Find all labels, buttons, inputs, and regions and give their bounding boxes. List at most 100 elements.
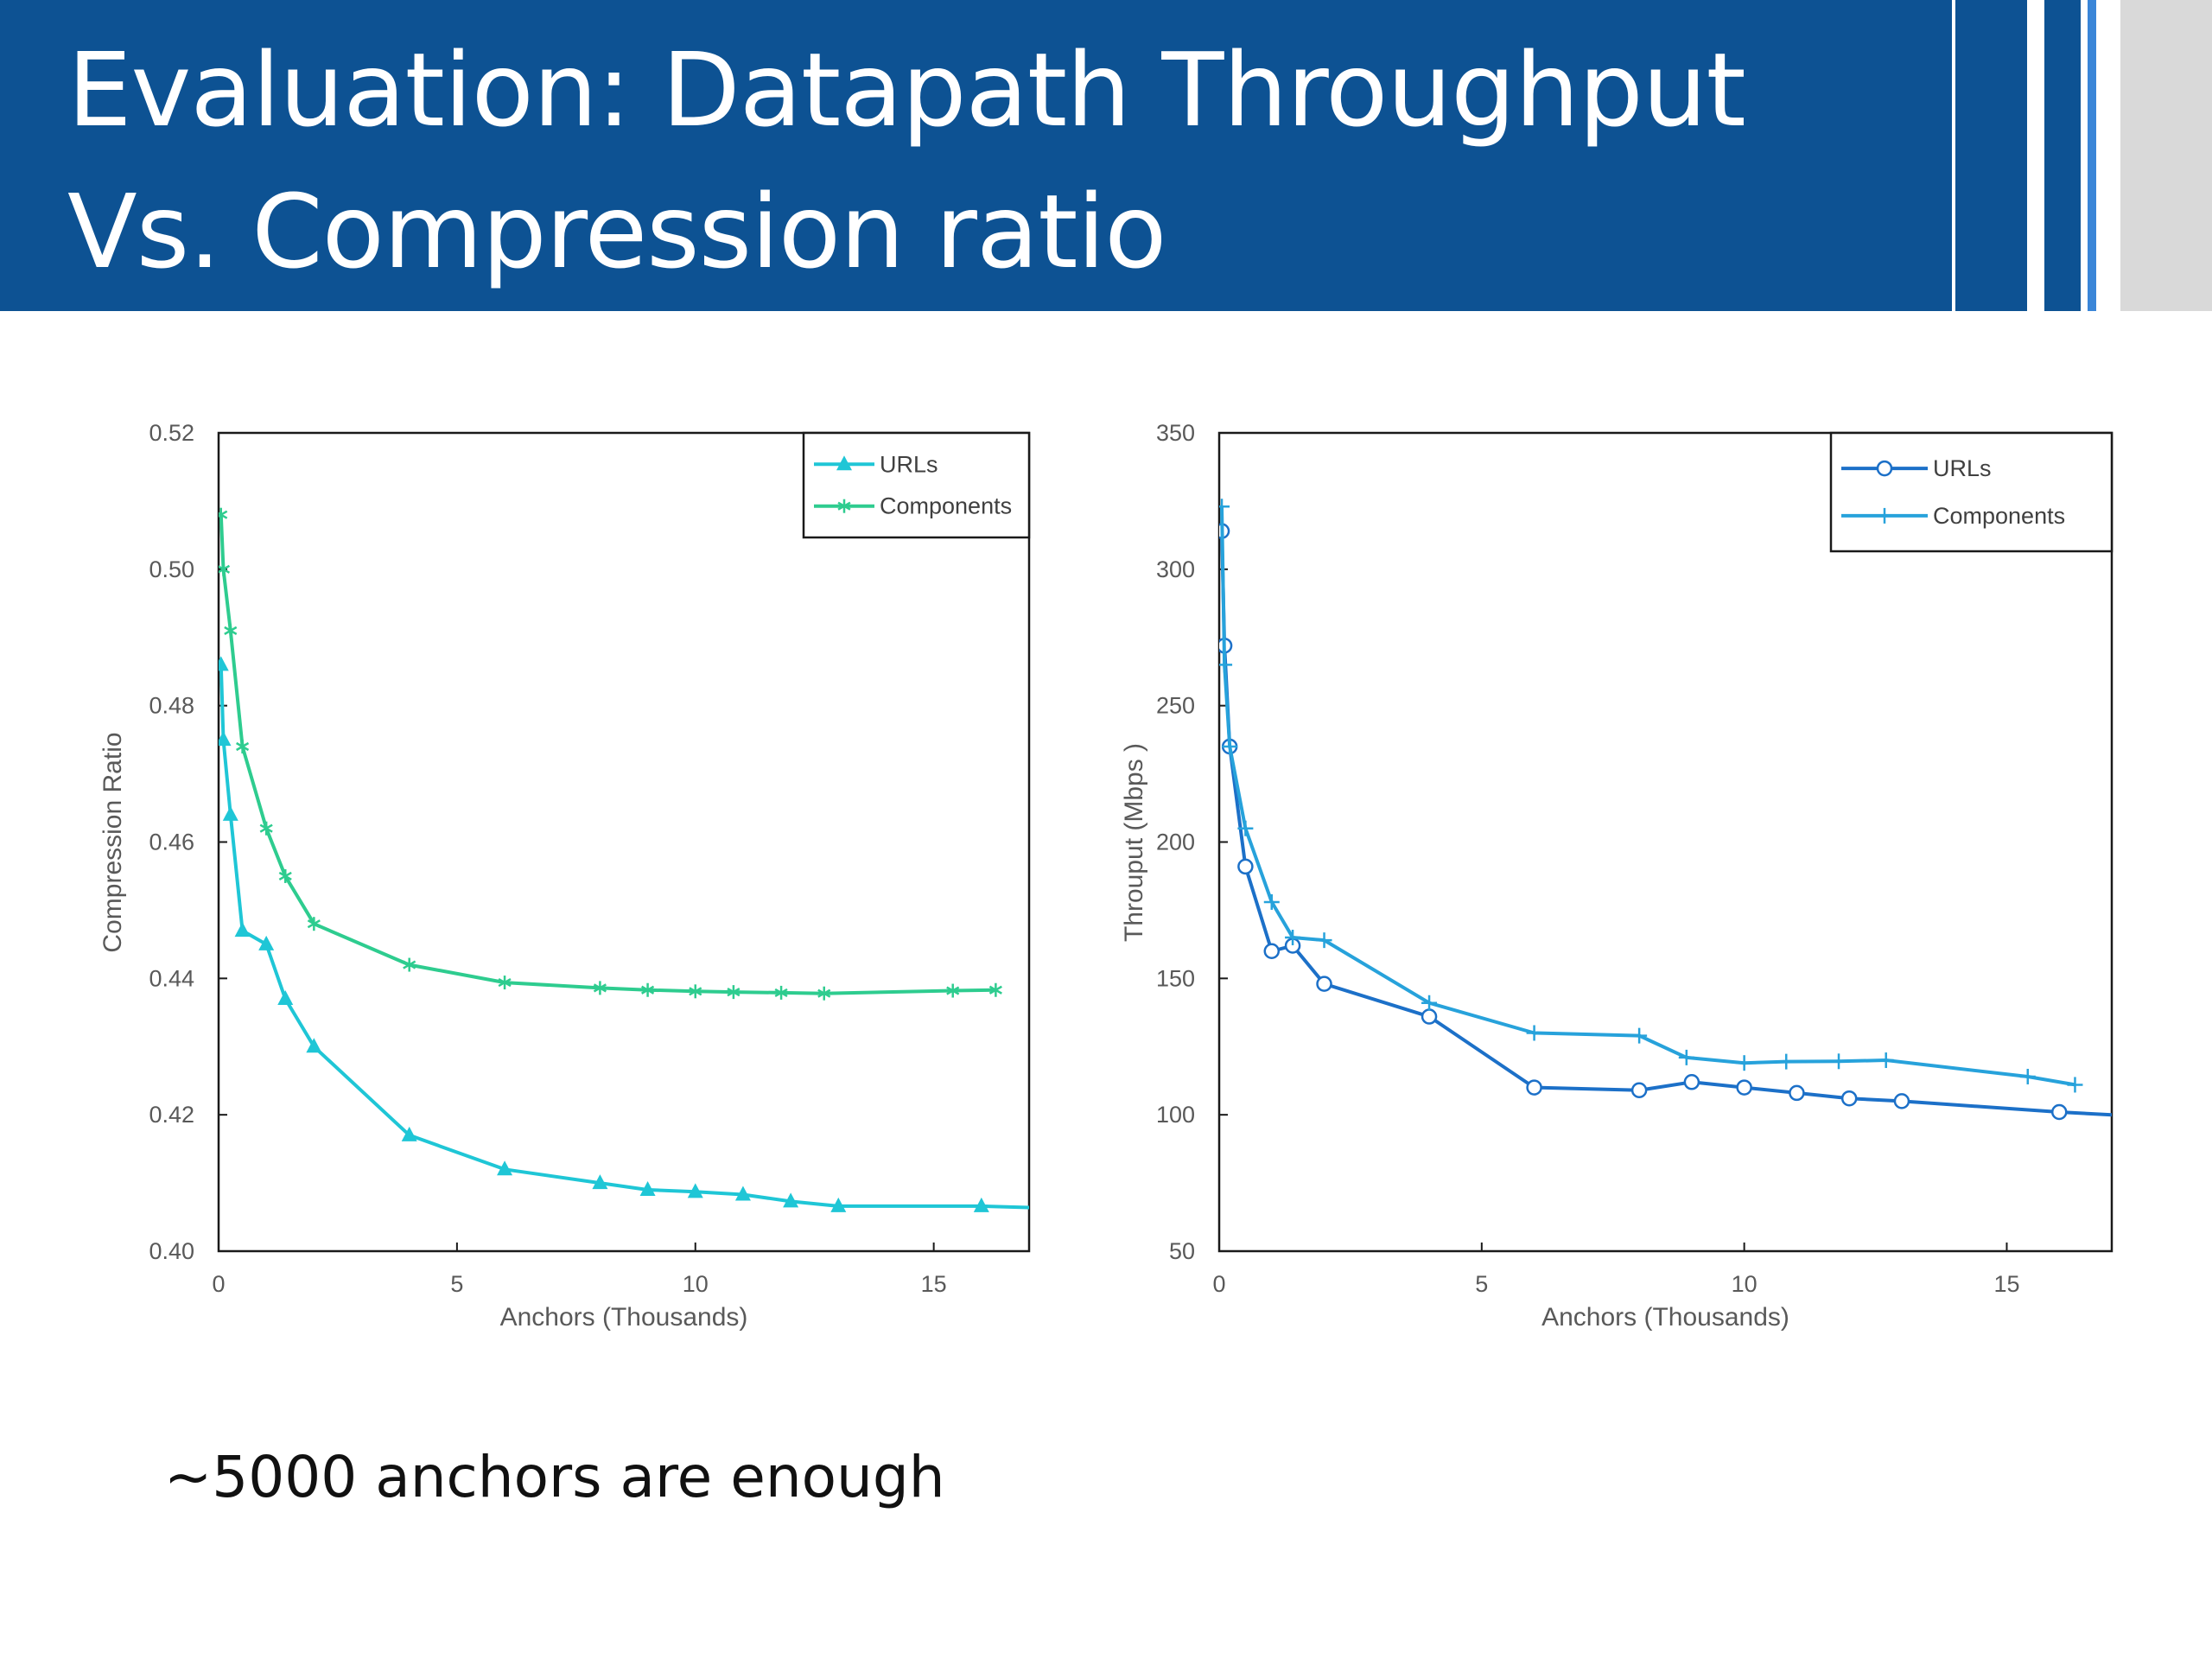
legend-label: Components [1933,503,2065,529]
series-components [1219,499,2083,1093]
legend-swatch-marker [837,499,851,513]
data-point [783,1192,799,1208]
data-point [1285,929,1301,945]
slide-title: Evaluation: Datapath Throughput Vs. Comp… [67,19,1746,302]
marker-stroke [817,988,831,998]
throughput-chart: 50 100 150 200 250 300 350 0 5 10 15 Anchors (Thous… [1120,420,2113,1332]
marker-stroke [689,987,702,996]
y-axis-title: Compression Ratio [99,732,127,952]
compression-ratio-chart: 0.40 0.42 0.44 0.46 0.48 0.50 0.52 0 5 10 15 Anchor… [99,420,1031,1332]
plot-frame [1217,431,2113,1253]
data-point [727,985,741,1000]
series-line [1220,506,2075,1087]
y-tick-label: 350 [1156,420,1195,446]
data-point [1237,858,1254,875]
data-point [234,922,251,938]
legend-swatch-marker [1876,460,1893,477]
legend-swatch-marker [1877,507,1892,524]
marker-stroke [219,510,228,518]
x-tick-label: 15 [921,1271,947,1297]
legend: URLs Components [1829,431,2113,553]
marker-stroke [946,986,960,995]
data-point [1736,1079,1752,1096]
data-point [830,1197,847,1212]
y-tick-label: 0.48 [149,693,194,719]
data-point [774,985,788,1000]
legend-box [802,431,1031,539]
data-point [1222,739,1238,755]
data-point [1219,657,1233,673]
data-point [1526,1025,1542,1041]
data-point [1678,1049,1694,1065]
y-tick-label: 0.50 [149,556,194,582]
slide-title-line-2: Vs. Compression ratio [67,172,1166,291]
data-point [278,868,292,883]
legend-label: URLs [880,451,938,477]
data-point [2050,1103,2068,1121]
y-tick-label: 0.44 [149,965,194,991]
marker-stroke [403,960,416,969]
data-point [306,1038,322,1053]
data-point [1316,932,1332,949]
x-tick-label: 5 [450,1271,463,1297]
data-point [1316,976,1332,992]
data-point [1878,1052,1894,1069]
data-point [817,986,831,1001]
plot-frame [217,431,1031,1253]
data-point [1683,1074,1700,1090]
data-point [222,805,238,821]
legend-box [1829,431,2113,553]
data-point [219,507,228,522]
x-tick-label: 10 [683,1271,709,1297]
y-tick-label: 150 [1156,965,1195,991]
slide-title-line-1: Evaluation: Datapath Throughput [67,30,1746,149]
title-band [0,0,2212,311]
data-point [988,982,1002,997]
marker-stroke [219,564,231,574]
x-tick-label: 5 [1475,1271,1488,1297]
data-point [734,1185,751,1201]
data-point [1421,1008,1438,1025]
data-point [1263,893,1280,910]
data-point [401,1126,417,1141]
marker-stroke [224,626,238,635]
data-point [219,731,232,747]
y-tick-label: 250 [1156,693,1195,719]
series-urls [1219,523,2112,1121]
x-tick-label: 15 [1993,1271,2019,1297]
y-tick-label: 50 [1169,1238,1195,1264]
data-point [236,740,250,754]
data-point [1263,943,1281,960]
y-tick-label: 100 [1156,1102,1195,1128]
series-line [219,514,996,995]
x-axis-title: Anchors (Thousands) [1541,1303,1789,1332]
data-point [1421,995,1438,1011]
band-stripe-white [2081,0,2088,311]
data-point [593,981,607,995]
data-point [2067,1077,2083,1093]
y-tick-label: 0.40 [149,1238,194,1264]
y-tick-label: 0.46 [149,830,194,855]
data-point [687,1183,703,1198]
data-point [224,623,238,638]
y-tick-label: 0.42 [149,1102,194,1128]
data-point [498,976,512,990]
marker-stroke [236,741,250,752]
data-point [219,562,231,576]
band-stripe-white [2096,0,2120,311]
marker-stroke [593,983,607,993]
data-point [592,1174,608,1190]
marker-stroke [259,823,273,833]
data-point [258,935,275,950]
data-point [1831,1053,1847,1070]
legend-label: URLs [1933,455,1992,481]
data-point [1237,820,1254,836]
data-point [689,984,702,999]
y-tick-label: 200 [1156,830,1195,855]
title-bar: Evaluation: Datapath Throughput Vs. Comp… [0,0,2212,311]
data-point [497,1160,513,1176]
legend: URLs Components [802,431,1031,539]
x-tick-label: 10 [1732,1271,1758,1297]
